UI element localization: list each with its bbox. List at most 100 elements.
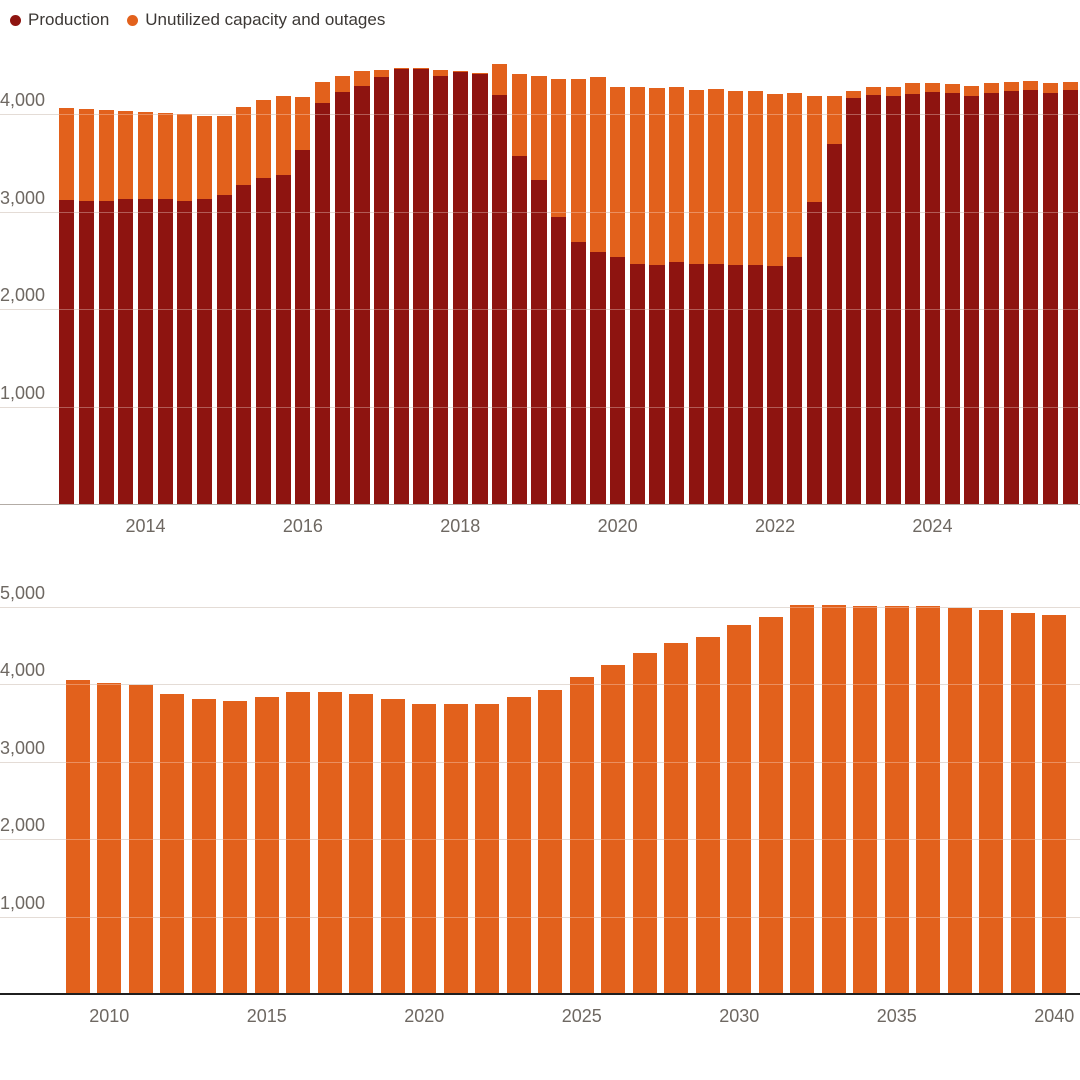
bar-2010 xyxy=(97,682,122,995)
bar-2019-q4-unutilized xyxy=(590,76,606,252)
bar-2016-q1-production xyxy=(295,149,311,505)
bar-2022-q4-unutilized xyxy=(826,96,842,145)
bar-2023-q2-unutilized xyxy=(865,87,882,95)
gridline-overlay-4000 xyxy=(0,114,1080,115)
bar-2018-q1-unutilized xyxy=(452,71,468,73)
bar-2011 xyxy=(128,685,153,995)
bar-2015 xyxy=(254,697,279,995)
bar-2021-q1-production xyxy=(688,264,704,505)
bar-2020-q3-unutilized xyxy=(649,88,665,266)
x-axis-label-2040: 2040 xyxy=(1034,1006,1075,1026)
x-axis-label-2020: 2020 xyxy=(597,516,638,536)
bar-2017-q4-production xyxy=(433,76,449,505)
bar-2017-q2-unutilized xyxy=(393,68,409,70)
bar-2022-q2-unutilized xyxy=(787,92,803,258)
bar-2015-q3-unutilized xyxy=(255,99,272,179)
bar-2025-q3-production xyxy=(1042,92,1059,505)
bar-2014-q3-unutilized xyxy=(177,114,193,201)
bar-2020 xyxy=(412,703,437,995)
bar-2017-q3-production xyxy=(413,68,429,505)
legend-item-1: Unutilized capacity and outages xyxy=(127,10,385,30)
bar-2024-q3-production xyxy=(964,95,980,505)
bar-2021-q4-production xyxy=(747,264,763,505)
quarterly-production-stacked-bar-chart: 1,000 2,000 3,000 4,000 2014 2016 2018 2020 2022… xyxy=(0,45,1080,550)
bar-2023-q4-production xyxy=(905,94,921,505)
bar-2038 xyxy=(979,609,1004,995)
x-axis-label-2010: 2010 xyxy=(89,1006,130,1026)
bar-2016-q3-production xyxy=(334,92,350,505)
bar-2017-q2-production xyxy=(393,69,409,505)
gridline-overlay-1000 xyxy=(0,916,1080,918)
bar-2033 xyxy=(821,604,846,995)
bar-2040 xyxy=(1042,614,1067,995)
bar-2024-q4-production xyxy=(983,92,1000,505)
bar-2015-q1-production xyxy=(216,195,232,505)
bar-2020-q1-production xyxy=(610,257,626,505)
bar-2015-q3-production xyxy=(255,178,272,505)
bar-2018-q4-production xyxy=(511,155,527,505)
gridline-overlay-2000 xyxy=(0,309,1080,310)
y-axis-label-5000: 5,000 xyxy=(0,583,46,603)
y-axis-label-2000: 2,000 xyxy=(0,285,46,305)
bar-2017-q4-unutilized xyxy=(433,69,449,76)
legend-dot-icon xyxy=(10,14,21,26)
bar-2013-q2-unutilized xyxy=(78,109,95,201)
bar-2037 xyxy=(947,608,972,995)
gridline-5000 xyxy=(0,607,1080,608)
bar-2014-q2-unutilized xyxy=(157,112,173,199)
bar-2014-q3-production xyxy=(177,200,193,505)
bar-2019-q1-production xyxy=(531,179,547,505)
x-axis-label-2018: 2018 xyxy=(440,516,481,536)
bar-2022-q4-production xyxy=(826,144,842,505)
bar-2021-q3-production xyxy=(728,265,744,505)
x-axis-label-2022: 2022 xyxy=(755,516,796,536)
y-axis-label-2000: 2,000 xyxy=(0,815,46,836)
bar-2035 xyxy=(884,606,909,995)
bar-2022-q3-unutilized xyxy=(806,96,822,202)
bar-2022 xyxy=(475,703,500,995)
x-axis-label-2014: 2014 xyxy=(125,516,166,536)
bar-2021-q1-unutilized xyxy=(688,90,704,265)
bar-2017-q1-unutilized xyxy=(374,70,390,77)
bar-2025-q2-production xyxy=(1023,89,1039,505)
bar-2016-q2-unutilized xyxy=(315,82,331,103)
y-axis-label-1000: 1,000 xyxy=(0,382,46,403)
bar-2028 xyxy=(664,643,689,995)
bar-2022-q1-unutilized xyxy=(767,93,783,267)
bar-2013-q3-unutilized xyxy=(98,110,114,201)
bar-2019 xyxy=(380,698,405,995)
bar-2029 xyxy=(695,637,720,995)
bar-2025-q4-production xyxy=(1062,89,1078,505)
bar-2017-q1-production xyxy=(374,76,390,505)
x-axis-label-2030: 2030 xyxy=(719,1006,760,1026)
bar-2014-q4-production xyxy=(196,199,213,505)
bar-2016-q3-unutilized xyxy=(334,75,350,93)
bar-2019-q2-production xyxy=(551,216,567,505)
bar-2015-q4-unutilized xyxy=(275,95,291,175)
bar-2014-q4-unutilized xyxy=(196,116,213,200)
bar-2019-q3-unutilized xyxy=(570,78,586,242)
y-axis-label-4000: 4,000 xyxy=(0,90,46,110)
bar-2009 xyxy=(65,680,90,995)
x-axis-label-2015: 2015 xyxy=(246,1006,287,1026)
bar-2021-q3-unutilized xyxy=(728,91,744,266)
bar-2016-q4-unutilized xyxy=(354,70,370,86)
bar-2016-q2-production xyxy=(315,102,331,505)
bar-2024-q2-unutilized xyxy=(944,83,960,93)
bar-2032 xyxy=(790,604,815,995)
bar-2013-q2-production xyxy=(78,200,95,505)
gridline-overlay-5000 xyxy=(0,607,1080,608)
bar-2020-q2-unutilized xyxy=(629,87,645,265)
bar-2012 xyxy=(160,693,185,995)
bar-2023-q3-production xyxy=(885,96,901,505)
gridline-overlay-3000 xyxy=(0,761,1080,763)
bar-2014 xyxy=(223,700,248,995)
x-axis-label-2035: 2035 xyxy=(876,1006,917,1026)
bar-2018 xyxy=(349,693,374,995)
bar-2030 xyxy=(727,625,752,995)
bar-2031 xyxy=(758,617,783,995)
gridline-overlay-3000 xyxy=(0,211,1080,213)
bar-2018-q3-production xyxy=(492,94,508,505)
bar-2021-q4-unutilized xyxy=(747,91,763,265)
bar-2020-q3-production xyxy=(649,265,665,505)
